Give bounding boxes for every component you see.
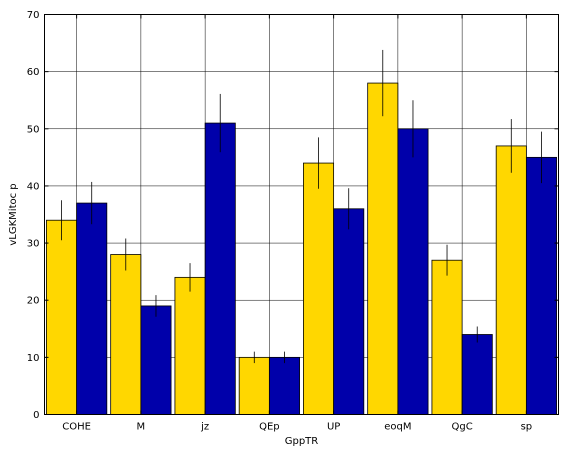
- y-tick-label: 50: [27, 124, 40, 135]
- bar-series-1-UP: [303, 162, 335, 415]
- x-tick-label: COHE: [62, 422, 91, 433]
- bar-series-1-COHE: [46, 219, 78, 415]
- bar-series-1-eoqM: [367, 82, 399, 415]
- y-tick-label: 30: [27, 239, 40, 250]
- y-tick-label: 40: [27, 181, 40, 192]
- y-axis-ticks: 0 10 20 30 40 50 60 70: [27, 10, 559, 421]
- bar-series-1-QEp: [238, 356, 270, 415]
- bar-series-1-QgC: [431, 259, 463, 415]
- y-tick-label: 70: [27, 10, 40, 21]
- bar-series-2-jz: [204, 122, 236, 415]
- bar-series-1-sp: [495, 145, 527, 415]
- x-tick-label: sp: [521, 422, 533, 433]
- x-tick-label: QEp: [259, 422, 280, 433]
- bar-series-2-UP: [333, 208, 365, 415]
- x-tick-label: M: [137, 422, 146, 433]
- bar-series-2-QEp: [268, 356, 300, 415]
- plot-area-frame: [44, 14, 559, 415]
- y-tick-label: 60: [27, 67, 40, 78]
- x-tick-label: jz: [200, 422, 209, 433]
- x-axis-label: GppTR: [285, 436, 319, 447]
- bar-series-2-QgC: [461, 334, 493, 415]
- bar-series-2-sp: [525, 156, 557, 415]
- x-tick-label: eoqM: [384, 422, 411, 433]
- bar-series-1-M: [110, 254, 142, 415]
- x-tick-label: UP: [327, 422, 340, 433]
- y-axis-label: vLGKMitoc p: [8, 183, 19, 245]
- y-tick-label: 20: [27, 296, 40, 307]
- x-tick-label: QgC: [452, 422, 473, 433]
- bar-series-1-jz: [174, 276, 206, 415]
- bar-series-2-eoqM: [397, 128, 429, 415]
- bar-series-2-COHE: [76, 202, 108, 415]
- y-tick-label: 0: [33, 410, 39, 421]
- y-tick-label: 10: [27, 353, 40, 364]
- error-bars: [61, 49, 542, 364]
- bar-series-2-M: [140, 305, 172, 415]
